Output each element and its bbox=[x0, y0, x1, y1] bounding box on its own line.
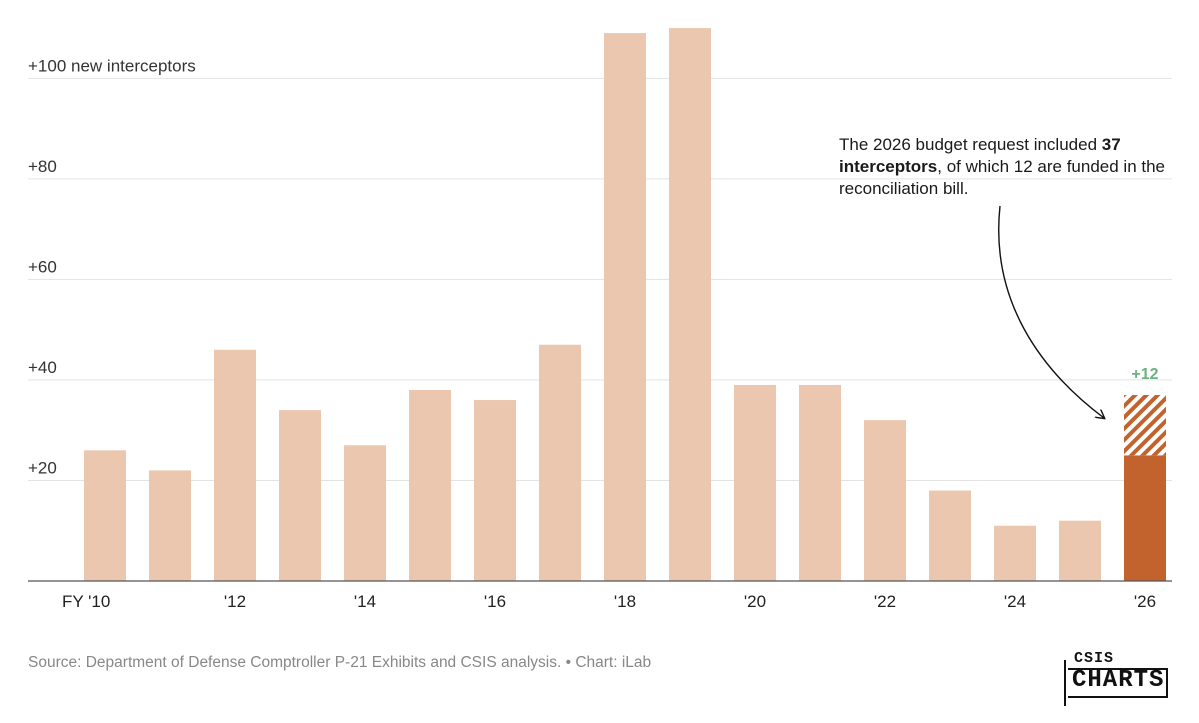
annotation-text-after: , of which 12 are funded in the reconcil… bbox=[839, 157, 1166, 198]
bar-2019 bbox=[669, 28, 711, 581]
logo-line2: CHARTS bbox=[1072, 667, 1165, 694]
annotation-arrow bbox=[998, 205, 1104, 418]
bar-2020 bbox=[734, 384, 776, 581]
y-tick-label: +100 new interceptors bbox=[28, 56, 196, 75]
source-note: Source: Department of Defense Comptrolle… bbox=[28, 654, 652, 671]
csis-charts-logo: CSIS CHARTS bbox=[1062, 650, 1174, 706]
x-tick-label: '22 bbox=[874, 592, 896, 611]
x-tick-label: '24 bbox=[1004, 592, 1026, 611]
logo-line1: CSIS bbox=[1072, 650, 1117, 667]
annotation-note: The 2026 budget request included 37 inte… bbox=[839, 134, 1184, 200]
bar-2022 bbox=[864, 420, 906, 581]
bar-2026-reconciliation-hatch bbox=[1124, 395, 1166, 456]
bar-2015 bbox=[409, 389, 451, 581]
bar-2017 bbox=[539, 344, 581, 581]
x-tick-label: '14 bbox=[354, 592, 376, 611]
x-tick-label: '16 bbox=[484, 592, 506, 611]
x-axis-ticks: FY '10 '12 '14 '16 '18 '20 '22 '24 '26 bbox=[62, 592, 1156, 611]
bar-2014 bbox=[344, 445, 386, 581]
bar-2023 bbox=[929, 490, 971, 581]
bar-2024 bbox=[994, 525, 1036, 581]
bar-2011 bbox=[149, 470, 191, 581]
y-tick-label: +60 bbox=[28, 257, 57, 276]
y-axis-ticks: +20 +40 +60 +80 +100 new interceptors bbox=[28, 56, 196, 477]
annotation-text-before: The 2026 budget request included bbox=[839, 135, 1102, 154]
y-tick-label: +80 bbox=[28, 157, 57, 176]
bar-2016 bbox=[474, 400, 516, 581]
bar-2025 bbox=[1059, 520, 1101, 581]
bar-2012 bbox=[214, 349, 256, 581]
bar-2018 bbox=[604, 33, 646, 581]
logo-bar bbox=[1064, 660, 1066, 706]
bars: +12 bbox=[28, 28, 1172, 582]
logo-box bbox=[1068, 668, 1168, 698]
x-tick-label: '12 bbox=[224, 592, 246, 611]
y-tick-label: +40 bbox=[28, 358, 57, 377]
x-tick-label: '20 bbox=[744, 592, 766, 611]
x-tick-label: '18 bbox=[614, 592, 636, 611]
reconciliation-label: +12 bbox=[1131, 366, 1158, 383]
y-tick-label: +20 bbox=[28, 458, 57, 477]
bar-2026 bbox=[1124, 455, 1166, 581]
x-tick-label: FY '10 bbox=[62, 592, 110, 611]
bar-2010 bbox=[84, 450, 126, 581]
bar-2013 bbox=[279, 410, 321, 581]
annotation-bold: 37 interceptors bbox=[839, 135, 1121, 176]
bar-2021 bbox=[799, 384, 841, 581]
x-tick-label: '26 bbox=[1134, 592, 1156, 611]
